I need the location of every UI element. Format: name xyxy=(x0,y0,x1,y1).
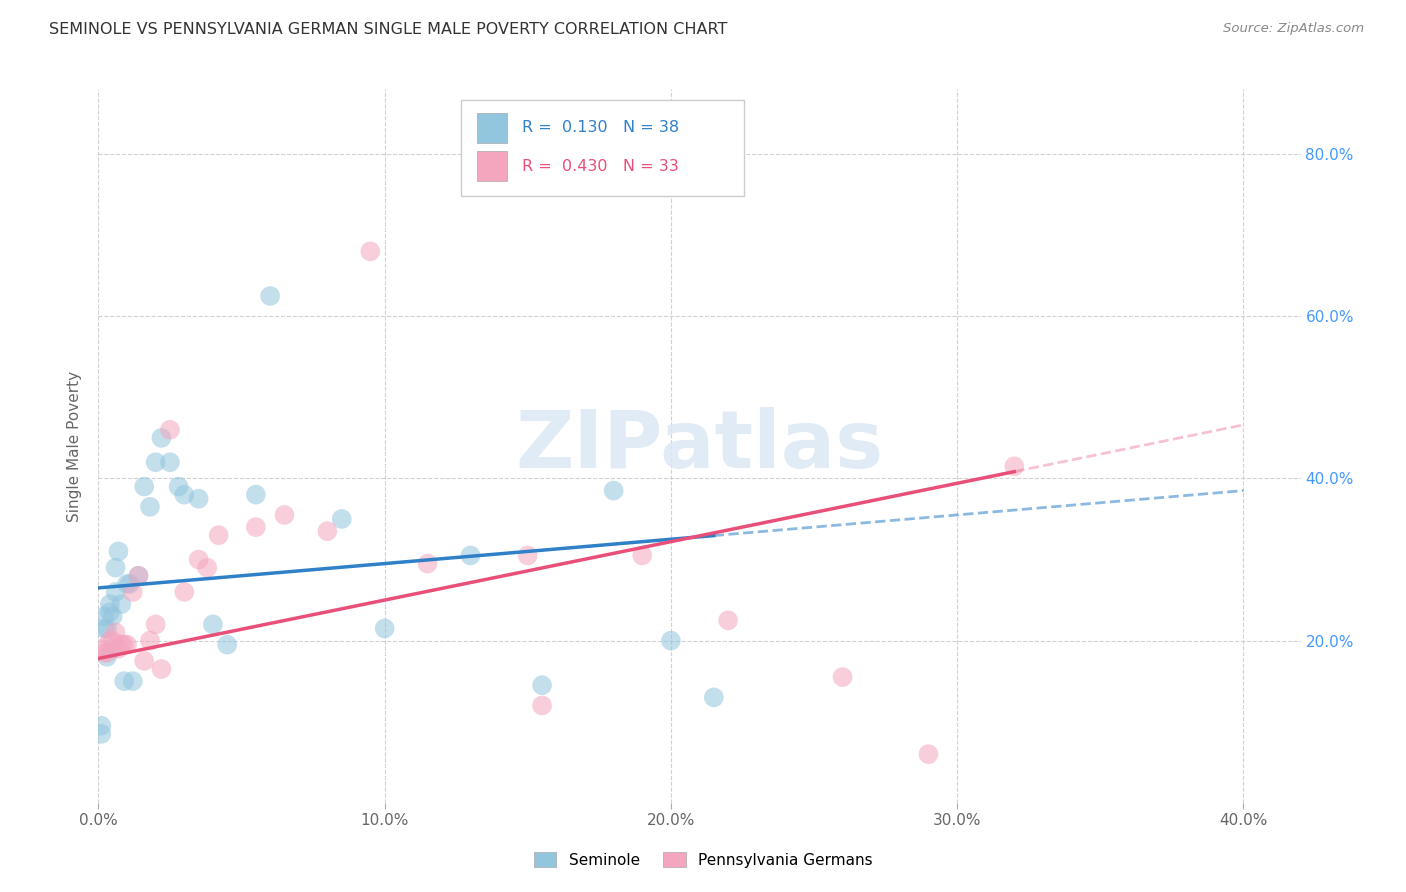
Point xyxy=(217,638,239,652)
Text: R =  0.430   N = 33: R = 0.430 N = 33 xyxy=(522,159,678,174)
Point xyxy=(139,633,162,648)
Point xyxy=(121,585,143,599)
Point xyxy=(112,638,135,652)
Point xyxy=(195,560,218,574)
Point xyxy=(245,520,267,534)
Text: R =  0.130   N = 38: R = 0.130 N = 38 xyxy=(522,120,679,136)
Point xyxy=(101,633,124,648)
Point xyxy=(98,633,121,648)
Point xyxy=(374,622,396,636)
Point xyxy=(602,483,624,498)
Point xyxy=(259,289,281,303)
Point xyxy=(316,524,339,538)
Point xyxy=(112,674,135,689)
Point xyxy=(359,244,381,259)
Point xyxy=(101,641,124,656)
Point xyxy=(831,670,853,684)
Point xyxy=(96,649,118,664)
Point xyxy=(416,557,439,571)
Point xyxy=(90,727,112,741)
Point xyxy=(245,488,267,502)
Point xyxy=(96,646,118,660)
Point xyxy=(917,747,939,761)
Point xyxy=(150,662,173,676)
Point xyxy=(145,617,167,632)
Point xyxy=(187,552,209,566)
Point xyxy=(531,678,554,692)
Point xyxy=(134,654,156,668)
Point xyxy=(531,698,554,713)
Point xyxy=(460,549,482,563)
Legend: Seminole, Pennsylvania Germans: Seminole, Pennsylvania Germans xyxy=(526,844,880,875)
Point xyxy=(167,479,190,493)
Point xyxy=(104,585,127,599)
Point xyxy=(90,641,112,656)
Point xyxy=(115,638,138,652)
FancyBboxPatch shape xyxy=(461,100,744,196)
Point xyxy=(121,674,143,689)
Point xyxy=(90,719,112,733)
Point xyxy=(101,609,124,624)
Bar xyxy=(477,152,508,181)
Point xyxy=(187,491,209,506)
Point xyxy=(110,597,132,611)
Point xyxy=(107,544,129,558)
Point xyxy=(516,549,538,563)
Point xyxy=(93,609,115,624)
Point xyxy=(173,488,195,502)
Point xyxy=(104,625,127,640)
Point xyxy=(118,577,141,591)
Text: SEMINOLE VS PENNSYLVANIA GERMAN SINGLE MALE POVERTY CORRELATION CHART: SEMINOLE VS PENNSYLVANIA GERMAN SINGLE M… xyxy=(49,22,727,37)
Text: Source: ZipAtlas.com: Source: ZipAtlas.com xyxy=(1223,22,1364,36)
Point xyxy=(150,431,173,445)
Y-axis label: Single Male Poverty: Single Male Poverty xyxy=(67,370,83,522)
Point xyxy=(96,622,118,636)
Point xyxy=(107,641,129,656)
Point xyxy=(173,585,195,599)
Point xyxy=(145,455,167,469)
Point xyxy=(134,479,156,493)
Point xyxy=(139,500,162,514)
Point xyxy=(159,455,181,469)
Point xyxy=(631,549,654,563)
Point xyxy=(1002,459,1025,474)
Point xyxy=(98,605,121,619)
Point xyxy=(110,638,132,652)
Point xyxy=(128,568,150,582)
Point xyxy=(273,508,295,522)
Point xyxy=(98,597,121,611)
Bar xyxy=(477,112,508,143)
Point xyxy=(201,617,224,632)
Text: ZIPatlas: ZIPatlas xyxy=(516,407,883,485)
Point xyxy=(93,646,115,660)
Point xyxy=(104,560,127,574)
Point xyxy=(717,613,740,627)
Point xyxy=(115,577,138,591)
Point xyxy=(93,622,115,636)
Point xyxy=(659,633,682,648)
Point xyxy=(208,528,231,542)
Point xyxy=(159,423,181,437)
Point xyxy=(128,568,150,582)
Point xyxy=(330,512,353,526)
Point xyxy=(703,690,725,705)
